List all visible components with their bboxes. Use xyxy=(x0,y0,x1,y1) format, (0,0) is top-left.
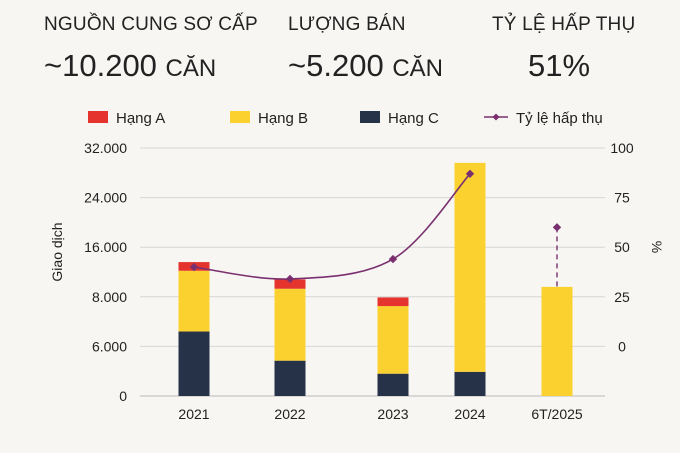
x-tick-label: 2023 xyxy=(377,406,408,422)
y-axis-labels: 0 6.000 8.000 16.000 24.000 32.000 xyxy=(84,140,127,404)
legend-line-marker xyxy=(492,113,500,121)
bar-segment-hạng-a xyxy=(377,297,409,307)
y2-tick-label: 100 xyxy=(610,140,634,156)
y-tick-label: 6.000 xyxy=(92,338,127,354)
y2-axis-labels: 0 25 50 75 100 xyxy=(610,140,634,354)
bar-segment-hạng-c xyxy=(377,373,409,396)
bar-segment-hạng-b xyxy=(178,270,210,332)
y-tick-label: 32.000 xyxy=(84,140,127,156)
legend-label: Hạng C xyxy=(388,110,439,127)
bar-segment-hạng-b xyxy=(274,288,306,361)
kpi-supply: NGUỒN CUNG SƠ CẤP ~10.200 CĂN xyxy=(44,14,258,84)
kpi-absorption: TỶ LỆ HẤP THỤ 51% xyxy=(492,14,635,84)
kpi-supply-number: ~10.200 xyxy=(44,48,157,83)
y2-tick-label: 25 xyxy=(614,289,630,305)
bar-segment-hạng-c xyxy=(178,331,210,396)
chart-bars xyxy=(178,162,573,396)
kpi-sales-unit: CĂN xyxy=(392,55,443,82)
kpi-supply-label: NGUỒN CUNG SƠ CẤP xyxy=(44,14,258,35)
y2-tick-label: 75 xyxy=(614,190,630,206)
y-tick-label: 8.000 xyxy=(92,289,127,305)
kpi-sales-label: LƯỢNG BÁN xyxy=(288,14,406,35)
legend-swatch xyxy=(360,111,380,123)
kpi-sales-number: ~5.200 xyxy=(288,48,384,83)
kpi-absorption-value: 51% xyxy=(498,48,620,84)
legend-swatch xyxy=(88,111,108,123)
kpi-absorption-number: 51% xyxy=(527,48,591,83)
y-tick-label: 16.000 xyxy=(84,239,127,255)
y-axis-title: Giao dịch xyxy=(49,222,65,281)
y-tick-label: 24.000 xyxy=(84,190,127,206)
legend-label: Tỷ lệ hấp thụ xyxy=(516,110,603,127)
legend-label: Hạng B xyxy=(258,110,308,127)
absorption-point xyxy=(465,169,475,178)
kpi-absorption-label: TỶ LỆ HẤP THỤ xyxy=(492,14,636,35)
x-axis-labels: 2021 2022 2023 2024 6T/2025 xyxy=(178,406,582,422)
absorption-line xyxy=(189,169,562,287)
bar-segment-hạng-b xyxy=(541,286,573,396)
absorption-point xyxy=(388,254,398,264)
x-tick-label: 6T/2025 xyxy=(531,406,583,422)
bar-segment-hạng-c xyxy=(454,371,486,396)
absorption-point xyxy=(189,262,199,272)
y-tick-label: 0 xyxy=(119,388,127,404)
x-tick-label: 2022 xyxy=(274,406,305,422)
absorption-line-path xyxy=(193,173,471,280)
y2-tick-label: 50 xyxy=(614,239,630,255)
y2-axis-title: % xyxy=(649,241,665,253)
kpi-sales-value: ~5.200 CĂN xyxy=(288,48,443,84)
x-tick-label: 2021 xyxy=(178,406,209,422)
chart-gridlines xyxy=(140,147,605,397)
bar-segment-hạng-a xyxy=(274,279,306,289)
bar-segment-hạng-b xyxy=(377,306,409,374)
y2-tick-label: 0 xyxy=(618,338,626,354)
legend-swatch xyxy=(230,111,250,123)
bar-segment-hạng-b xyxy=(454,162,486,372)
absorption-point xyxy=(552,223,562,232)
absorption-point xyxy=(285,274,295,284)
kpi-row: NGUỒN CUNG SƠ CẤP ~10.200 CĂN LƯỢNG BÁN … xyxy=(0,0,680,100)
bar-segment-hạng-c xyxy=(274,360,306,396)
x-tick-label: 2024 xyxy=(454,406,485,422)
kpi-sales: LƯỢNG BÁN ~5.200 CĂN xyxy=(288,14,443,84)
kpi-supply-value: ~10.200 CĂN xyxy=(44,48,258,84)
kpi-supply-unit: CĂN xyxy=(165,55,217,82)
chart-legend: Hạng A Hạng B Hạng C Tỷ lệ hấp thụ xyxy=(88,110,603,127)
legend-label: Hạng A xyxy=(116,110,165,127)
